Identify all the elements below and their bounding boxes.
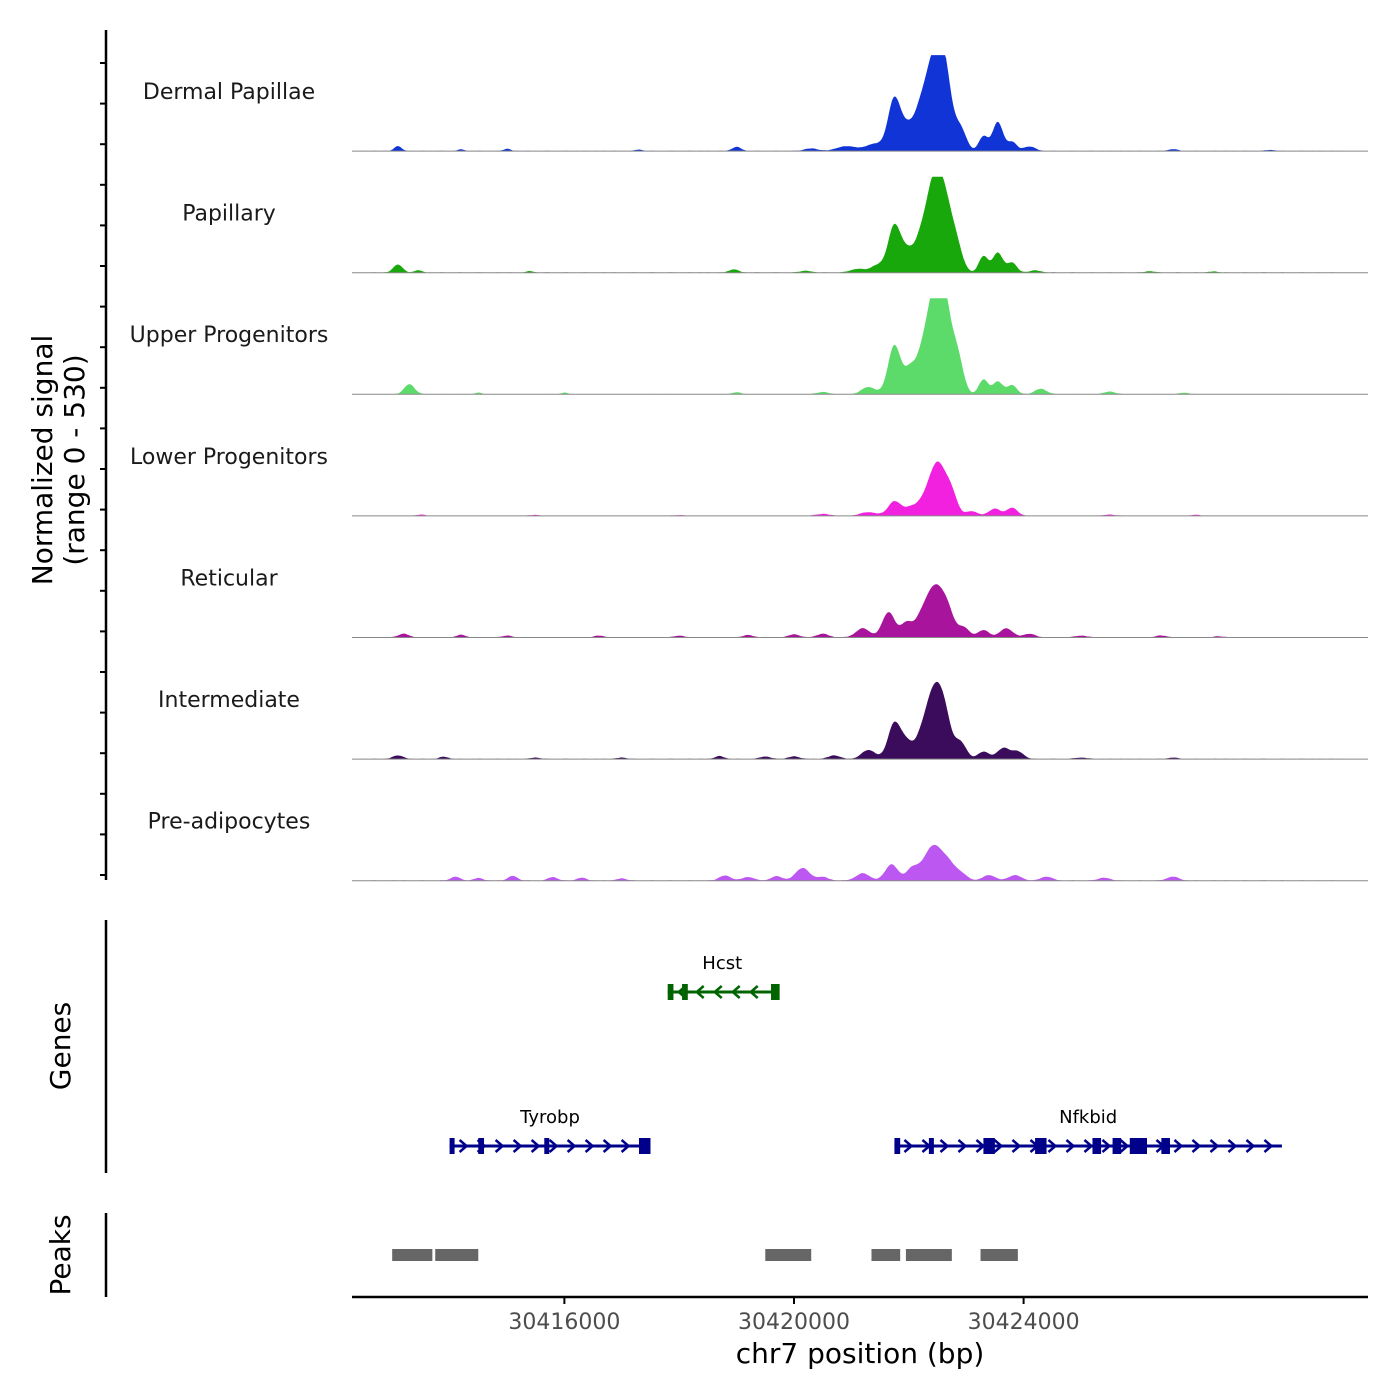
genes-axis-label: Genes — [44, 1002, 77, 1090]
exon-nfkbid — [1035, 1138, 1047, 1154]
strand-arrow — [602, 1139, 613, 1153]
track-label-pre-adipocytes: Pre-adipocytes — [148, 810, 311, 835]
strand-arrow — [1263, 1139, 1274, 1153]
gene-label-tyrobp: Tyrobp — [519, 1107, 580, 1128]
peak-region — [905, 1249, 952, 1261]
signal-axis — [100, 30, 108, 880]
peaks-panel — [104, 1213, 1018, 1297]
exon-nfkbid — [1161, 1138, 1170, 1154]
signal-area-pre-adipocytes — [360, 844, 1340, 881]
coverage-tracks: Dermal Papillae Papillary Upper Progenitor… — [130, 55, 1368, 882]
signal-area-intermediate — [360, 681, 1340, 760]
exon-nfkbid — [1112, 1138, 1122, 1154]
exon-tyrobp — [639, 1138, 651, 1154]
peak-region — [765, 1249, 812, 1261]
signal-area-reticular — [360, 584, 1340, 638]
gene-nfkbid: Nfkbid — [894, 1107, 1282, 1154]
peak-region — [871, 1249, 901, 1261]
strand-arrow — [1245, 1139, 1256, 1153]
x-axis: 30416000 30420000 30424000 — [352, 1295, 1368, 1335]
strand-arrow — [584, 1139, 595, 1153]
strand-arrow — [1047, 1139, 1058, 1153]
track-label-upper-progenitors: Upper Progenitors — [130, 323, 329, 348]
x-tick-label: 30424000 — [968, 1310, 1080, 1335]
track-intermediate: Intermediate — [158, 681, 1368, 760]
track-reticular: Reticular — [180, 566, 1368, 638]
strand-arrow — [1209, 1139, 1220, 1153]
exon-tyrobp — [544, 1138, 550, 1154]
strand-arrow — [1011, 1139, 1022, 1153]
exon-nfkbid — [928, 1138, 934, 1154]
exon-hcst — [771, 984, 780, 1000]
track-lower-progenitors: Lower Progenitors — [130, 445, 1368, 517]
strand-arrow — [1227, 1139, 1238, 1153]
strand-arrow — [730, 985, 741, 999]
exon-nfkbid — [1129, 1138, 1148, 1154]
x-axis-label: chr7 position (bp) — [736, 1337, 985, 1370]
strand-arrow — [748, 985, 759, 999]
track-label-dermal-papillae: Dermal Papillae — [143, 80, 315, 105]
exon-nfkbid — [1092, 1138, 1102, 1154]
strand-arrow — [566, 1139, 577, 1153]
y-axis-label: Normalized signal — [26, 335, 59, 586]
strand-arrow — [620, 1139, 631, 1153]
gene-hcst: Hcst — [667, 953, 780, 1000]
strand-arrow — [939, 1139, 950, 1153]
y-axis-range-label: (range 0 - 530) — [58, 354, 91, 565]
exon-nfkbid — [983, 1138, 995, 1154]
track-label-lower-progenitors: Lower Progenitors — [130, 445, 328, 470]
strand-arrow — [458, 1139, 469, 1153]
exon-tyrobp — [478, 1138, 485, 1154]
strand-arrow — [512, 1139, 523, 1153]
peak-region — [980, 1249, 1018, 1261]
peaks-axis-label: Peaks — [44, 1214, 77, 1295]
strand-arrow — [1191, 1139, 1202, 1153]
exon-nfkbid — [894, 1138, 901, 1154]
strand-arrow — [1065, 1139, 1076, 1153]
track-dermal-papillae: Dermal Papillae — [143, 55, 1368, 152]
signal-area-lower-progenitors — [360, 461, 1340, 516]
exon-tyrobp — [449, 1138, 455, 1154]
strand-arrow — [1173, 1139, 1184, 1153]
strand-arrow — [957, 1139, 968, 1153]
strand-arrow — [530, 1139, 541, 1153]
genes-panel: Hcst Tyrobp Nfkbid — [104, 920, 1282, 1173]
exon-hcst — [682, 984, 688, 1000]
signal-area-papillary — [360, 176, 1340, 273]
strand-arrow — [712, 985, 723, 999]
track-papillary: Papillary — [182, 176, 1368, 274]
x-tick-label: 30420000 — [738, 1310, 850, 1335]
track-pre-adipocytes: Pre-adipocytes — [148, 810, 1368, 882]
strand-arrow — [903, 1139, 914, 1153]
strand-arrow — [1083, 1139, 1094, 1153]
track-upper-progenitors: Upper Progenitors — [130, 298, 1368, 395]
strand-arrow — [1119, 1139, 1130, 1153]
x-tick-label: 30416000 — [508, 1310, 620, 1335]
strand-arrow — [494, 1139, 505, 1153]
signal-area-upper-progenitors — [360, 298, 1340, 395]
track-label-intermediate: Intermediate — [158, 688, 300, 713]
gene-tyrobp: Tyrobp — [449, 1107, 651, 1154]
gene-label-nfkbid: Nfkbid — [1059, 1107, 1117, 1128]
peak-region — [435, 1249, 479, 1261]
track-label-reticular: Reticular — [180, 566, 278, 591]
signal-area-dermal-papillae — [360, 55, 1340, 152]
gene-label-hcst: Hcst — [702, 953, 742, 974]
strand-arrow — [993, 1139, 1004, 1153]
exon-hcst — [667, 984, 674, 1000]
peak-region — [392, 1249, 433, 1261]
strand-arrow — [1101, 1139, 1112, 1153]
track-label-papillary: Papillary — [182, 202, 276, 227]
strand-arrow — [694, 985, 705, 999]
strand-arrow — [548, 1139, 559, 1153]
